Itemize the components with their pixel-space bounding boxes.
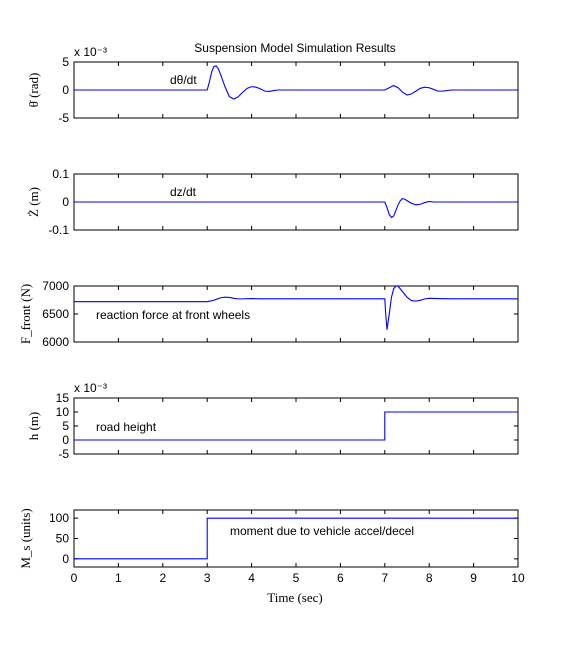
series-annotation: dθ/dt	[170, 73, 197, 87]
x-tick-label: 2	[159, 571, 166, 585]
y-tick-label: 5	[62, 419, 69, 433]
y-axis-label: θ̇ (rad)	[26, 73, 41, 108]
y-tick-label: 6500	[42, 307, 69, 321]
y-tick-label: 0	[62, 552, 69, 566]
y-tick-label: -0.1	[48, 223, 69, 237]
panel-1: -5 0 5 x 10⁻³ dθ/dt θ̇ (rad)	[26, 45, 519, 125]
x-tick-label: 7	[381, 571, 388, 585]
y-tick-label: -5	[58, 447, 69, 461]
panel-3: 6000 6500 7000 reaction force at front whee…	[18, 279, 519, 349]
x-tick-label: 8	[426, 571, 433, 585]
y-tick-label: 7000	[42, 279, 69, 293]
x-tick-label: 3	[204, 571, 211, 585]
y-tick-label: 0	[62, 83, 69, 97]
x-tick-label: 0	[71, 571, 78, 585]
series-annotation: dz/dt	[170, 185, 197, 199]
y-tick-label: 0.1	[52, 167, 69, 181]
series-annotation: reaction force at front wheels	[96, 308, 250, 322]
x-tick-label: 5	[293, 571, 300, 585]
y-tick-label: 6000	[42, 335, 69, 349]
y-tick-label: 50	[56, 532, 70, 546]
y-tick-label: 100	[49, 511, 69, 525]
panel-5: 0 50 100 0 1 2 3 4 5 6 7 8 9 10 moment due to vehicle …	[18, 508, 525, 585]
y-tick-label: 5	[62, 55, 69, 69]
x-tick-label: 6	[337, 571, 344, 585]
exponent-label: x 10⁻³	[74, 381, 107, 395]
series-line	[74, 285, 518, 330]
y-axis-label: Ż (m)	[26, 187, 41, 217]
y-tick-label: 15	[56, 391, 70, 405]
series-line	[74, 65, 518, 100]
x-axis-label: Time (sec)	[267, 590, 323, 605]
series-line	[74, 411, 518, 441]
series-annotation: moment due to vehicle accel/decel	[230, 524, 414, 538]
x-tick-label: 4	[248, 571, 255, 585]
x-tick-label: 9	[470, 571, 477, 585]
exponent-label: x 10⁻³	[74, 45, 107, 59]
x-tick-label: 1	[115, 571, 122, 585]
x-tick-label: 10	[511, 571, 525, 585]
series-annotation: road height	[96, 420, 157, 434]
series-line	[74, 517, 518, 560]
y-tick-label: -5	[58, 111, 69, 125]
y-axis-label: M_s (units)	[18, 508, 33, 568]
y-axis-label: h (m)	[26, 412, 41, 441]
y-axis-label: F_front (N)	[18, 284, 33, 344]
y-tick-label: 10	[56, 405, 70, 419]
panel-2: -0.1 0 0.1 dz/dt Ż (m)	[26, 167, 519, 237]
y-tick-label: 0	[62, 433, 69, 447]
figure-title: Suspension Model Simulation Results	[194, 41, 395, 55]
series-line	[74, 198, 518, 219]
y-tick-label: 0	[62, 195, 69, 209]
